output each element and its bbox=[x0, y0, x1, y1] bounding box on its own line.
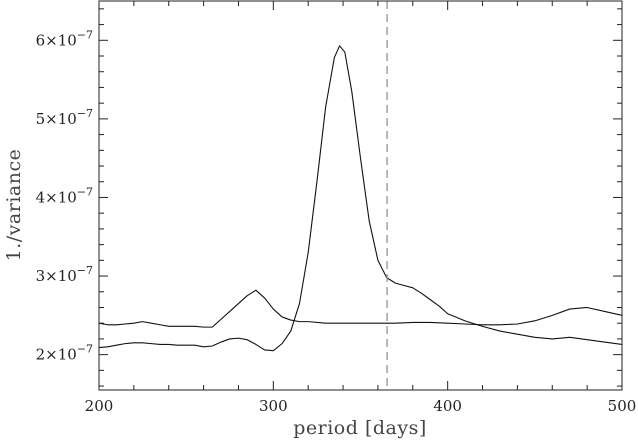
x-axis-title: period [days] bbox=[293, 417, 427, 439]
y-axis-title: 1./variance bbox=[3, 149, 25, 262]
y-tick-label: 6×10−7 bbox=[36, 28, 93, 49]
y-tick-label: 2×10−7 bbox=[36, 343, 93, 364]
y-tick-exponent: −7 bbox=[77, 185, 93, 198]
y-tick-mantissa: 5 bbox=[36, 110, 46, 128]
y-tick-exponent: −7 bbox=[77, 264, 93, 277]
y-tick-mantissa: 6 bbox=[36, 31, 46, 49]
y-tick-mantissa: 3 bbox=[36, 267, 46, 285]
x-tick-label: 200 bbox=[85, 397, 114, 415]
y-tick-base: ×10 bbox=[45, 31, 77, 49]
x-tick-labels: 200 300 400 500 bbox=[85, 397, 637, 415]
x-tick-label: 300 bbox=[259, 397, 288, 415]
y-tick-base: ×10 bbox=[45, 267, 77, 285]
y-tick-exponent: −7 bbox=[77, 28, 93, 41]
plot-frame bbox=[98, 0, 623, 391]
series-line-1 bbox=[98, 45, 623, 352]
y-tick-base: ×10 bbox=[45, 110, 77, 128]
y-tick-exponent: −7 bbox=[77, 343, 93, 356]
y-tick-mantissa: 4 bbox=[36, 188, 46, 206]
y-tick-base: ×10 bbox=[45, 188, 77, 206]
y-tick-labels: 2×10−73×10−74×10−75×10−76×10−7 bbox=[36, 28, 93, 363]
y-tick-base: ×10 bbox=[45, 346, 77, 364]
y-tick-exponent: −7 bbox=[77, 107, 93, 120]
axis-ticks bbox=[98, 1, 623, 390]
y-tick-label: 4×10−7 bbox=[36, 185, 93, 206]
y-tick-label: 3×10−7 bbox=[36, 264, 93, 285]
x-tick-label: 500 bbox=[608, 397, 637, 415]
plot-lines bbox=[98, 1, 623, 390]
y-tick-label: 5×10−7 bbox=[36, 107, 93, 128]
x-tick-label: 400 bbox=[433, 397, 462, 415]
series-line-2 bbox=[98, 289, 623, 328]
y-tick-mantissa: 2 bbox=[36, 346, 46, 364]
